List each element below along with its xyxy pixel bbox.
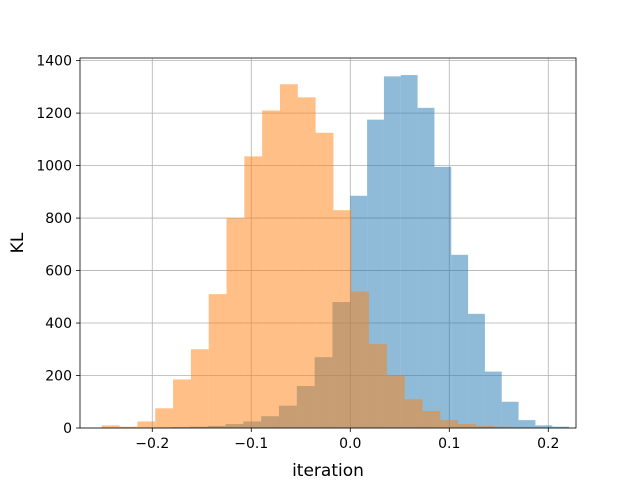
x-tick-label: 0.0 [339,436,361,452]
y-axis-label: KL [8,232,28,253]
y-tick-label: 1400 [36,54,72,70]
histogram-bar [552,426,570,428]
x-tick-label: 0.1 [438,436,460,452]
histogram-bar [404,399,423,428]
histogram-bar [155,408,174,428]
histogram-bars [101,75,570,429]
histogram-bar [493,426,512,428]
histogram-bar [226,218,245,428]
histogram-bar [369,344,387,428]
y-tick-label: 800 [45,211,72,227]
histogram-bar [101,425,120,428]
histogram-bar [173,379,191,428]
y-tick-label: 1200 [36,106,72,122]
axis-ticks: −0.2 −0.1 0.0 0.1 0.2 0 200 400 600 800 1000 1200 14… [36,54,559,452]
x-tick-label: 0.2 [537,436,559,452]
histogram-bar [279,84,298,428]
plot-area-frame [79,57,577,429]
histogram-bar [417,107,435,428]
histogram-bar [451,254,469,428]
histogram-bar [440,420,459,428]
histogram-bar [119,426,138,428]
histogram-bar [386,375,405,428]
y-tick-label: 0 [63,421,72,437]
x-axis-label: iteration [292,461,364,480]
y-tick-label: 200 [45,369,72,385]
histogram-bar [262,110,280,428]
histogram-bar [518,420,536,428]
histogram-bar [422,410,441,428]
y-tick-label: 400 [45,316,72,332]
histogram-bar [244,156,263,429]
histogram-bar [501,401,519,428]
histogram-bar [400,75,418,429]
histogram-bar [434,166,452,429]
x-tick-label: −0.1 [234,436,268,452]
histogram-bar [208,294,227,428]
histogram-bar [458,424,477,428]
histogram-bar [190,349,209,428]
histogram-bar [137,421,156,428]
y-tick-label: 600 [45,264,72,280]
histogram-bar [535,425,553,428]
y-tick-label: 1000 [36,159,72,175]
histogram-bar [315,132,334,428]
histogram-bar [383,76,401,428]
histogram-bar [333,210,352,428]
x-tick-label: −0.2 [135,436,169,452]
histogram-bar [351,291,370,428]
histogram-bar [468,313,485,428]
histogram-series-2 [101,84,530,429]
histogram-bar [476,425,494,428]
histogram-bar [484,371,502,428]
histogram-bar [297,97,316,429]
